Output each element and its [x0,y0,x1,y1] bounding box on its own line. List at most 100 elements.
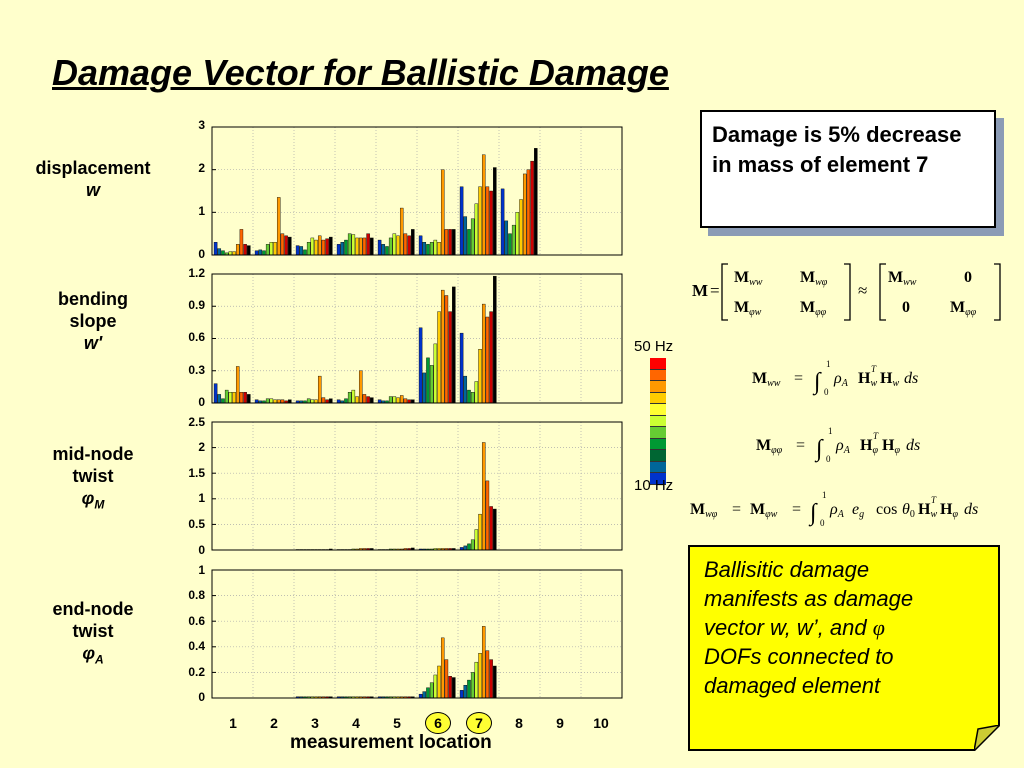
y-tick-label: 2.5 [188,415,205,429]
bar [463,375,468,404]
svg-text:1: 1 [822,490,827,500]
bar [265,398,270,404]
x-axis-title: measurement location [290,732,492,753]
bar [235,366,240,404]
colorbar-bottom-label: 10 Hz [634,477,674,494]
bar [452,286,456,404]
bar [437,241,441,256]
bar [317,235,322,256]
bar [444,229,449,256]
row-label-mid-node-twist: mid-node twist φM [18,443,168,516]
svg-text:Mφw: Mφw [750,501,778,520]
bar [433,343,438,404]
svg-text:Mww: Mww [734,269,763,288]
row-label-displacement: displacement w [18,157,168,201]
svg-text:1: 1 [826,359,831,369]
equation-mphiphi-svg: Mφφ = ∫ 1 0 ρA Hφ T Hφ ds [756,426,920,464]
bar [478,349,482,404]
bar [485,480,490,551]
row-label-line: φA [82,643,104,667]
row-label-bending-slope: bending slope w' [18,288,168,354]
svg-text:∫: ∫ [812,369,822,396]
bar [310,237,315,256]
colorbar-swatch [650,450,666,462]
row-label-end-node-twist: end-node twist φA [18,598,168,671]
svg-text:ds: ds [906,437,920,454]
y-tick-label: 1 [198,204,205,218]
row-label-line: twist [72,466,114,486]
svg-text:T: T [871,364,877,374]
bar [403,233,408,256]
bar [485,650,490,699]
bar [213,241,218,256]
bar [347,392,352,404]
colorbar-swatch [650,427,666,439]
colorbar-top-label: 50 Hz [634,338,674,355]
x-tick-label-highlighted: 6 [425,712,451,734]
bar [258,249,263,256]
y-tick-label: 0.8 [188,588,205,602]
svg-text:ρA: ρA [833,370,849,389]
bar [530,160,534,256]
x-tick-label: 9 [556,715,564,731]
bar [381,244,386,256]
bar [418,235,423,256]
bar [526,169,531,256]
bar [306,398,311,404]
mass-matrix-svg: M = Mww Mwφ Mφw Mφφ ≈ Mww 0 0 Mφφ [692,263,1001,321]
row-label-line: mid-node [52,444,134,464]
note-line: Ballisitic damage [704,557,870,582]
bar [422,372,427,404]
svg-text:M: M [692,281,708,300]
bar [433,674,438,699]
bar [467,229,471,256]
bar [407,235,411,256]
bar [444,659,449,699]
page-title: Damage Vector for Ballistic Damage [52,52,669,93]
info-box: Damage is 5% decrease in mass of element… [700,110,996,228]
svg-text:0: 0 [820,518,825,528]
bar [403,398,408,404]
bar [239,229,244,256]
bar [276,197,281,256]
bar [355,396,359,404]
equation-mphiphi: Mφφ = ∫ 1 0 ρA Hφ T Hφ ds [752,422,952,473]
bar [474,381,479,404]
bar [351,234,356,256]
bar [340,241,345,256]
equation-mww: Mww = ∫ 1 0 ρA Hw T Hw ds [748,355,948,406]
y-tick-label: 0.5 [188,517,205,531]
bar [362,237,367,256]
svg-text:θ0: θ0 [902,501,915,520]
svg-text:T: T [931,495,937,505]
row-label-line: φM [81,488,105,512]
svg-text:Hw: Hw [880,370,899,389]
bar [295,245,300,256]
bar [325,238,329,256]
bar [366,233,370,256]
bar [317,375,322,404]
bar [288,236,292,256]
bar [452,677,456,699]
bar [522,173,527,256]
note-line: DOFs connected to [704,644,894,669]
y-tick-label: 0 [198,543,205,557]
bar [463,216,468,256]
colorbar-swatch [650,415,666,427]
bar [440,637,445,699]
bar [459,690,464,699]
bar [329,236,333,256]
x-tick-label: 8 [515,715,523,731]
svg-text:Mφφ: Mφφ [756,437,783,456]
plot-frame [211,421,623,551]
bar [221,250,225,256]
bar [247,394,251,404]
bar [362,394,367,404]
bar [396,397,400,404]
svg-text:eg: eg [852,501,864,520]
bar [232,392,236,404]
bar [519,199,523,256]
y-tick-label: 0 [198,395,205,409]
bar [485,186,490,256]
